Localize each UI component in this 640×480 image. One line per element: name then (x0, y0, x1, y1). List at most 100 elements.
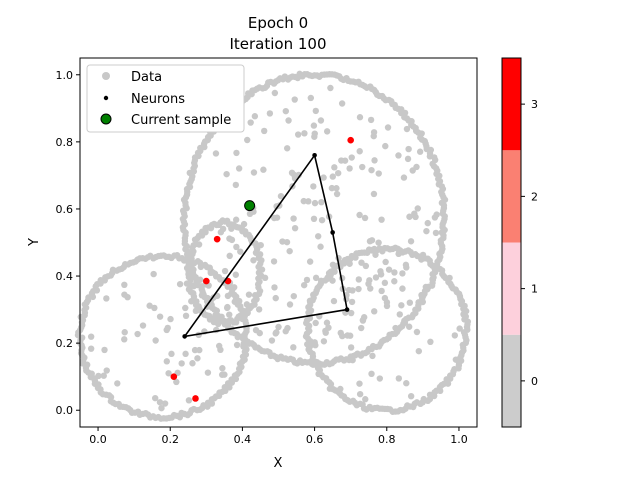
data-point (334, 169, 342, 177)
data-point (266, 110, 274, 117)
plot-border (79, 57, 478, 428)
colorbar-tick-label: 1 (531, 283, 538, 296)
data-point (291, 96, 298, 103)
data-point (456, 325, 463, 332)
data-point (318, 216, 326, 224)
data-point (370, 129, 378, 136)
data-point (310, 122, 318, 129)
data-point (378, 287, 385, 295)
data-point (221, 371, 228, 378)
data-point (349, 356, 356, 364)
data-point (250, 169, 258, 176)
data-point (370, 190, 378, 198)
data-point (300, 197, 307, 205)
data-point (163, 358, 171, 365)
data-point (226, 252, 233, 260)
data-point (395, 375, 403, 382)
data-point (255, 306, 263, 313)
data-point (376, 375, 384, 382)
data-point (156, 399, 164, 406)
data-point (375, 170, 382, 177)
data-point (358, 324, 365, 332)
data-point (250, 257, 257, 264)
data-point (314, 233, 322, 240)
data-point (414, 205, 421, 212)
data-point (329, 277, 336, 284)
data-point (271, 89, 279, 97)
chart-title: Epoch 0 (248, 14, 308, 32)
data-point (121, 291, 128, 298)
data-point (404, 155, 412, 163)
data-point (320, 174, 327, 181)
data-point (405, 323, 413, 330)
data-point (244, 136, 251, 144)
data-point (306, 258, 314, 265)
data-point (415, 347, 423, 355)
legend-box (86, 64, 245, 133)
data-point (286, 301, 294, 308)
x-tick-label: 0.6 (306, 433, 324, 446)
data-point (185, 397, 193, 404)
red-point (347, 136, 354, 144)
legend-data-marker (102, 72, 110, 80)
data-point (395, 152, 402, 159)
colorbar-tick-label: 0 (531, 375, 538, 388)
data-point (365, 280, 372, 288)
data-point (328, 184, 336, 192)
data-point (440, 218, 447, 225)
neuron-layer (182, 152, 350, 339)
data-point (413, 328, 421, 336)
data-point (121, 329, 128, 336)
colorbar-tick-label: 3 (531, 98, 538, 111)
data-point (173, 378, 180, 386)
data-point (282, 107, 290, 115)
data-point (215, 342, 223, 350)
data-point (391, 278, 398, 285)
data-point (197, 276, 204, 283)
data-point (290, 292, 297, 300)
data-point (318, 198, 325, 206)
data-point (317, 117, 325, 124)
data-point (231, 298, 238, 305)
data-point (178, 360, 185, 367)
data-point (355, 276, 362, 283)
data-point (396, 311, 403, 318)
data-point (407, 392, 415, 400)
data-point (427, 338, 434, 346)
data-point (152, 337, 159, 344)
data-point (235, 165, 243, 172)
data-point (139, 322, 147, 329)
data-point (358, 259, 365, 266)
data-point (151, 394, 159, 402)
data-point (223, 170, 230, 178)
data-point (338, 100, 346, 107)
neuron (330, 230, 335, 235)
x-axis-label: X (274, 456, 283, 471)
data-point (272, 330, 279, 337)
data-point (260, 166, 267, 173)
red-point (203, 277, 210, 285)
data-point (241, 335, 249, 343)
data-point (391, 269, 398, 276)
data-point (268, 337, 276, 344)
data-point (87, 333, 95, 340)
data-point (219, 365, 226, 372)
data-point (286, 247, 293, 255)
data-point (165, 370, 172, 377)
data-point (100, 372, 107, 379)
data-point (176, 280, 184, 288)
data-point (329, 173, 336, 180)
data-point (285, 117, 292, 124)
data-point (381, 294, 389, 302)
y-tick-label: 0.2 (56, 337, 74, 350)
data-point (294, 131, 302, 138)
colorbar-segment (502, 58, 521, 151)
data-point (347, 309, 355, 317)
data-point (348, 154, 355, 161)
data-point (359, 316, 367, 324)
data-point (233, 341, 241, 349)
data-point (356, 380, 363, 387)
data-point (355, 285, 362, 293)
neuron (344, 307, 350, 312)
data-point (95, 372, 102, 380)
